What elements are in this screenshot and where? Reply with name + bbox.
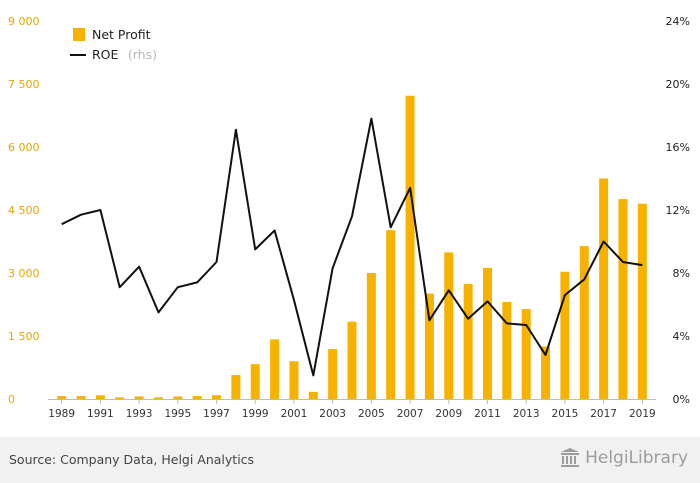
net-profit-bar — [95, 395, 105, 399]
net-profit-bar — [173, 396, 183, 399]
net-profit-bar — [347, 321, 357, 399]
legend-net-profit-label: Net Profit — [92, 27, 151, 42]
y-right-tick-label: 8% — [673, 267, 690, 280]
y-left-tick-label: 9 000 — [8, 15, 40, 28]
y-right-tick-label: 20% — [666, 78, 690, 91]
legend-roe-label-group: ROE (rhs) — [92, 46, 157, 63]
net-profit-bar — [541, 346, 551, 399]
x-tick-label: 2003 — [319, 408, 346, 420]
net-profit-bar — [405, 95, 415, 399]
library-building-icon — [561, 448, 580, 467]
net-profit-bar — [134, 396, 144, 399]
x-tick-label: 1989 — [48, 408, 75, 420]
x-tick-label: 1997 — [203, 408, 230, 420]
y-left-tick-label: 7 500 — [8, 78, 40, 91]
y-left-tick-label: 0 — [8, 393, 15, 406]
x-tick-label: 2017 — [590, 408, 617, 420]
legend-roe-suffix: (rhs) — [128, 47, 157, 62]
legend-net-profit-swatch — [73, 28, 85, 41]
net-profit-bar — [637, 203, 647, 399]
x-tick-label: 2013 — [513, 408, 540, 420]
legend-roe-label: ROE — [92, 47, 119, 62]
net-profit-bar — [424, 293, 434, 399]
y-right-tick-label: 4% — [673, 330, 690, 343]
net-profit-bars — [57, 95, 647, 399]
x-tick-label: 2005 — [358, 408, 385, 420]
brand-logo: HelgiLibrary — [559, 447, 688, 469]
y-left-tick-label: 6 000 — [8, 141, 40, 154]
y-axis-right-ticks: 0% 4% 8% 12% 16% 20% 24% — [666, 15, 690, 406]
x-tick-label: 2009 — [435, 408, 462, 420]
x-tick-label: 2007 — [397, 408, 424, 420]
net-profit-bar — [231, 375, 241, 399]
net-profit-bar — [521, 309, 531, 399]
net-profit-bar — [502, 301, 512, 399]
net-profit-bar — [560, 271, 570, 399]
net-profit-bar — [618, 199, 628, 399]
y-axis-left-ticks: 0 1 500 3 000 4 500 6 000 7 500 9 000 — [8, 15, 40, 406]
y-left-tick-label: 1 500 — [8, 330, 40, 343]
net-profit-bar — [444, 252, 454, 399]
net-profit-bar — [328, 349, 338, 399]
net-profit-bar — [599, 178, 609, 399]
net-profit-bar — [76, 396, 86, 399]
y-left-tick-label: 3 000 — [8, 267, 40, 280]
x-tick-label: 2001 — [281, 408, 308, 420]
footer — [0, 437, 700, 483]
x-tick-label: 2019 — [629, 408, 656, 420]
net-profit-bar — [212, 395, 222, 399]
x-tick-label: 1999 — [242, 408, 269, 420]
brand-name: HelgiLibrary — [585, 448, 688, 468]
net-profit-bar — [192, 396, 202, 399]
x-tick-label: 2015 — [552, 408, 579, 420]
net-profit-bar — [308, 391, 318, 399]
source-note: Source: Company Data, Helgi Analytics — [9, 452, 255, 467]
net-profit-bar — [115, 397, 125, 399]
x-axis-ticks: 1989 1991 1993 1995 1997 1999 2001 2003 2005 2007… — [48, 399, 656, 420]
net-profit-bar — [250, 364, 260, 399]
net-profit-bar — [366, 273, 376, 399]
x-tick-label: 1991 — [87, 408, 114, 420]
y-right-tick-label: 16% — [666, 141, 690, 154]
net-profit-bar — [57, 396, 67, 399]
x-tick-label: 1995 — [164, 408, 191, 420]
net-profit-bar — [579, 246, 589, 399]
net-profit-bar — [463, 283, 473, 399]
legend: Net Profit ROE (rhs) — [70, 27, 157, 63]
net-profit-bar — [482, 267, 492, 399]
net-profit-bar — [386, 230, 396, 399]
chart: 0 1 500 3 000 4 500 6 000 7 500 9 000 0% 4% 8% 12… — [8, 15, 690, 420]
roe-line — [61, 117, 643, 377]
net-profit-bar — [270, 339, 280, 399]
x-tick-label: 1993 — [126, 408, 153, 420]
y-right-tick-label: 24% — [666, 15, 690, 28]
y-right-tick-label: 12% — [666, 204, 690, 217]
y-right-tick-label: 0% — [673, 393, 690, 406]
net-profit-bar — [153, 397, 163, 399]
net-profit-bar — [289, 361, 299, 399]
x-tick-label: 2011 — [474, 408, 501, 420]
y-left-tick-label: 4 500 — [8, 204, 40, 217]
